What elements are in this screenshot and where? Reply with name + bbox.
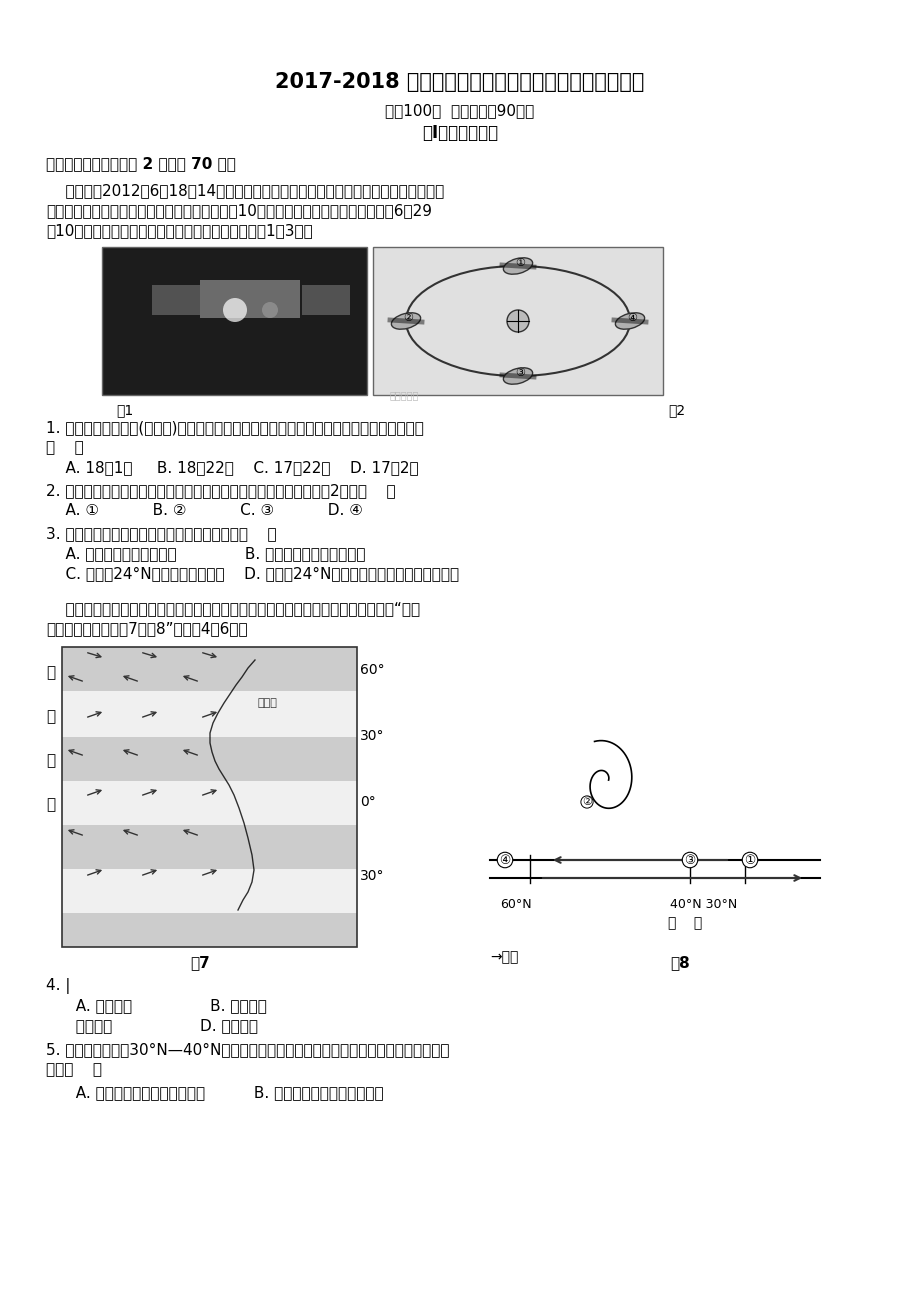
Text: ④: ④ (499, 854, 510, 867)
Text: 乙: 乙 (46, 710, 55, 724)
Text: C. 柳州（24°N）的白天越来越短    D. 柳州（24°N）的正午太阳高度先变高后变低: C. 柳州（24°N）的白天越来越短 D. 柳州（24°N）的正午太阳高度先变高… (46, 566, 459, 581)
Text: 交会对接取得成功。宇航员在天宫一号内生活了10天，并进行了一系列的实验工作。6月29: 交会对接取得成功。宇航员在天宫一号内生活了10天，并进行了一系列的实验工作。6月… (46, 203, 432, 217)
Bar (62, 691, 357, 737)
Text: A. 地球公转速度越来越快              B. 太阳直射点一直向北移动: A. 地球公转速度越来越快 B. 太阳直射点一直向北移动 (46, 546, 365, 561)
Text: A. ①           B. ②           C. ③           D. ④: A. ① B. ② C. ③ D. ④ (46, 503, 362, 518)
Text: 地中海: 地中海 (257, 698, 278, 708)
Bar (62, 647, 357, 691)
Text: A. 甲、丙带                B. 甲、乙带: A. 甲、丙带 B. 甲、乙带 (66, 999, 267, 1013)
Text: 百卡辅教育: 百卡辅教育 (390, 391, 419, 400)
Bar (301, 285, 349, 315)
Text: 图7: 图7 (190, 954, 210, 970)
Text: 40°N 30°N: 40°N 30°N (669, 898, 736, 911)
Bar (62, 781, 357, 825)
Text: 日10时许，神舟九号返回舱成功着陆。读下图，回筗1～3题。: 日10时许，神舟九号返回舱成功着陆。读下图，回筗1～3题。 (46, 223, 312, 238)
Text: 满分100分  考试时间为90分钟: 满分100分 考试时间为90分钟 (385, 103, 534, 118)
Text: 图8: 图8 (669, 954, 689, 970)
Text: 30°: 30° (359, 729, 384, 743)
Text: 带、风带分布示意图7、图8”，完戁4～6题。: 带、风带分布示意图7、图8”，完戁4～6题。 (46, 621, 247, 635)
Ellipse shape (503, 367, 532, 384)
Bar (62, 868, 357, 913)
Text: 5. 地中海沿岸位于30°N—40°N欧亚大陆西岸，夏季炎热干燥，冬季温和多雨，其形成主: 5. 地中海沿岸位于30°N—40°N欧亚大陆西岸，夏季炎热干燥，冬季温和多雨，… (46, 1042, 449, 1057)
Text: 2. 神舟九号和天宫一号对接时，地球在公转轨道上的位置最接近于图2中的（    ）: 2. 神舟九号和天宫一号对接时，地球在公转轨道上的位置最接近于图2中的（ ） (46, 483, 395, 497)
Text: 1. 若远在美国旧金山(西八区)的华人收看电视直播神舟九号和天宫一号对接，则当地时间是: 1. 若远在美国旧金山(西八区)的华人收看电视直播神舟九号和天宫一号对接，则当地… (46, 421, 424, 435)
Text: 要是（    ）: 要是（ ） (46, 1062, 102, 1077)
Bar (62, 825, 357, 868)
Bar (152, 285, 199, 315)
Text: 0°: 0° (359, 796, 375, 809)
Text: 图2: 图2 (667, 404, 685, 417)
Text: ①: ① (515, 258, 525, 268)
Text: 60°: 60° (359, 663, 384, 677)
Text: 北京时间2012年6月18日14时许，我国神舟九号和天宫一号紧紧相牵，中国首次载人: 北京时间2012年6月18日14时许，我国神舟九号和天宫一号紧紧相牵，中国首次载… (46, 184, 444, 198)
Text: 30°: 30° (359, 868, 384, 883)
Text: ④: ④ (627, 312, 636, 323)
Text: 图1: 图1 (116, 404, 133, 417)
Text: →气旋: →气旋 (490, 950, 517, 963)
Ellipse shape (503, 258, 532, 275)
Text: ③: ③ (515, 368, 525, 378)
Circle shape (222, 298, 246, 322)
Ellipse shape (391, 312, 420, 329)
Text: 第Ⅰ卷（选择题）: 第Ⅰ卷（选择题） (422, 124, 497, 142)
Bar (102, 247, 367, 395)
Bar (372, 247, 663, 395)
Text: A. 18日1时     B. 18日22时    C. 17日22时    D. 17日2时: A. 18日1时 B. 18日22时 C. 17日22时 D. 17日2时 (46, 460, 418, 475)
Text: ①: ① (743, 854, 754, 867)
Text: A. 甲气压带与乙风带交替控制          B. 乙风带与丙气压带交替控制: A. 甲气压带与乙风带交替控制 B. 乙风带与丙气压带交替控制 (66, 1085, 383, 1100)
Circle shape (506, 310, 528, 332)
Text: 甲: 甲 (46, 665, 55, 680)
Ellipse shape (615, 312, 644, 329)
Bar (62, 647, 357, 947)
Text: 乙    甲: 乙 甲 (667, 917, 701, 930)
Circle shape (262, 302, 278, 318)
Text: ③: ③ (684, 854, 695, 867)
Text: 丁: 丁 (46, 797, 55, 812)
Text: 全球性的大气运动具有一定的规律性，并对一些地区气候的形成产生重要影响。读“气压: 全球性的大气运动具有一定的规律性，并对一些地区气候的形成产生重要影响。读“气压 (46, 602, 420, 616)
Text: 4. |: 4. | (46, 978, 71, 993)
Text: 丙、丁带                  D. 乙、丁带: 丙、丁带 D. 乙、丁带 (66, 1018, 257, 1032)
Text: （    ）: （ ） (46, 440, 84, 454)
Bar (62, 737, 357, 781)
Text: ②: ② (582, 797, 591, 807)
Bar (199, 280, 300, 318)
Text: 2017-2018 上学期柳州二中高二地理（文）科段考试题: 2017-2018 上学期柳州二中高二地理（文）科段考试题 (275, 72, 644, 92)
Text: ②: ② (403, 312, 413, 323)
Bar (62, 913, 357, 947)
Text: 3. 神舟九号太空飞行期间，以下说法正确的是（    ）: 3. 神舟九号太空飞行期间，以下说法正确的是（ ） (46, 526, 277, 542)
Text: 丙: 丙 (46, 753, 55, 768)
Text: 60°N: 60°N (499, 898, 531, 911)
Text: 一、单项选择题（每题 2 分，共 70 分）: 一、单项选择题（每题 2 分，共 70 分） (46, 156, 235, 171)
